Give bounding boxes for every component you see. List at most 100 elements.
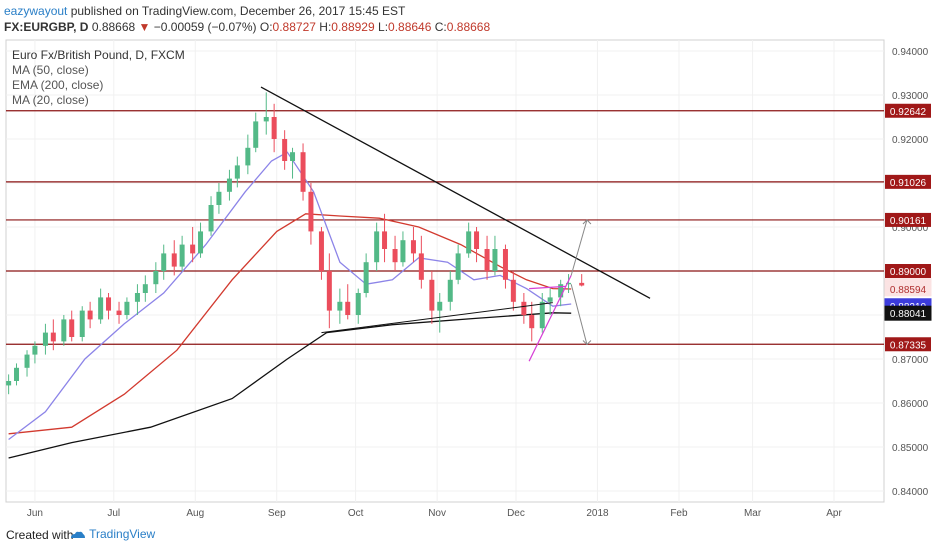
x-tick-label: Jun — [27, 508, 43, 519]
projection-arrow-shaft — [570, 284, 588, 345]
candle-body — [484, 249, 490, 271]
tradingview-link[interactable]: TradingView — [70, 527, 155, 541]
candle-body — [98, 297, 104, 320]
candle-body — [418, 253, 424, 280]
candle-body — [502, 249, 508, 280]
candle-body — [263, 117, 269, 122]
candle-body — [79, 310, 85, 337]
candle-body — [69, 319, 75, 337]
published-text: published on TradingView.com, December 2… — [67, 4, 406, 18]
change-down-icon: ▼ — [138, 20, 151, 34]
publish-line: eazywayout published on TradingView.com,… — [4, 4, 405, 18]
candle-body — [429, 279, 435, 311]
candle-body — [566, 282, 572, 285]
candle-body — [6, 381, 12, 386]
candle-body — [466, 231, 472, 254]
y-tick-label: 0.93000 — [892, 91, 929, 102]
candle-body — [363, 262, 369, 293]
candle-body — [116, 310, 122, 315]
indicator-lines — [8, 151, 572, 459]
x-tick-label: Dec — [507, 508, 525, 519]
candle-body — [282, 139, 288, 161]
candle-body — [24, 354, 30, 368]
price-label: 0.88041 — [890, 309, 927, 320]
price-label-bg — [884, 281, 932, 297]
y-tick-label: 0.85000 — [892, 443, 929, 454]
candle-body — [326, 271, 332, 311]
candle-body — [161, 253, 167, 271]
price-label-bg — [884, 305, 932, 321]
candle-body — [171, 253, 177, 267]
author-link[interactable]: eazywayout — [4, 4, 68, 18]
legend-ma50[interactable]: MA (50, close) — [12, 63, 89, 77]
candle-body — [558, 284, 564, 298]
projection-arrowhead — [582, 340, 592, 346]
candle-body — [539, 301, 545, 329]
price-label-bg — [885, 337, 931, 352]
candle-body — [447, 279, 453, 302]
legend-ma20[interactable]: MA (20, close) — [12, 93, 89, 107]
candle-body — [579, 282, 585, 286]
legend-ema200[interactable]: EMA (200, close) — [12, 78, 104, 92]
projection-arrowhead — [582, 219, 592, 225]
candle-body — [271, 117, 277, 139]
y-tick-label: 0.87000 — [892, 355, 929, 366]
candle-body — [208, 205, 214, 232]
candle-body — [510, 279, 516, 302]
y-tick-label: 0.94000 — [892, 47, 929, 58]
candle-body — [529, 315, 535, 329]
candle-body — [32, 345, 38, 355]
candle-body — [308, 191, 314, 232]
candle-body — [61, 319, 67, 342]
price-label: 0.92642 — [890, 107, 927, 118]
candle-body — [42, 332, 48, 346]
time-axis[interactable]: Jun Jul Aug Sep Oct Nov Dec 2018 Feb Mar Apr — [27, 508, 843, 519]
horizontal-levels — [6, 110, 884, 345]
candle-body — [400, 240, 406, 263]
candle-body — [437, 301, 443, 311]
x-tick-label: Sep — [268, 508, 286, 519]
created-with-text: Created with — [6, 528, 74, 542]
wedge-line — [528, 275, 572, 362]
legend-title: Euro Fx/British Pound, D, FXCM — [12, 48, 185, 62]
chart-legend: Euro Fx/British Pound, D, FXCM MA (50, c… — [12, 48, 185, 108]
y-tick-label: 0.84000 — [892, 487, 929, 498]
candle-body — [382, 231, 388, 249]
candle-body — [337, 301, 343, 311]
price-labels: 0.926420.910260.901610.890000.886680.885… — [884, 103, 932, 352]
candle-body — [190, 244, 196, 254]
candle-body — [318, 231, 324, 271]
price-label-bg — [885, 103, 931, 118]
close-value: 0.88668 — [446, 20, 491, 34]
wedge-line — [529, 285, 566, 290]
close-label: C: — [434, 20, 447, 34]
candle-body — [521, 301, 527, 315]
candle-body — [392, 249, 398, 263]
candle-body — [198, 231, 204, 254]
y-tick-label: 0.92000 — [892, 135, 929, 146]
last-price: 0.88668 — [91, 20, 136, 34]
x-tick-label: Oct — [348, 508, 364, 519]
footer-bar: Created with TradingView — [0, 522, 932, 550]
candle-body — [355, 293, 361, 315]
change-value: −0.00059 (−0.07%) — [153, 20, 257, 34]
tradingview-cloud-icon — [71, 531, 85, 538]
candle-body — [234, 165, 240, 179]
candle-body — [226, 178, 232, 192]
high-value: 0.88929 — [331, 20, 375, 34]
ma20-line — [8, 151, 572, 441]
candle-body — [345, 301, 351, 315]
candle-body — [374, 231, 380, 263]
ema200-line — [8, 312, 572, 459]
price-label: 0.90161 — [890, 216, 927, 227]
x-tick-label: Jul — [107, 508, 120, 519]
candle-body — [216, 191, 222, 205]
y-tick-label: 0.90000 — [892, 223, 929, 234]
candle-body — [290, 152, 296, 161]
x-tick-label: Feb — [670, 508, 688, 519]
price-chart[interactable]: 0.840000.850000.860000.870000.880000.890… — [0, 36, 932, 522]
candle-body — [124, 301, 130, 315]
candle-body — [492, 249, 498, 271]
ma50-line — [8, 213, 572, 435]
descending-trendline — [260, 86, 651, 299]
